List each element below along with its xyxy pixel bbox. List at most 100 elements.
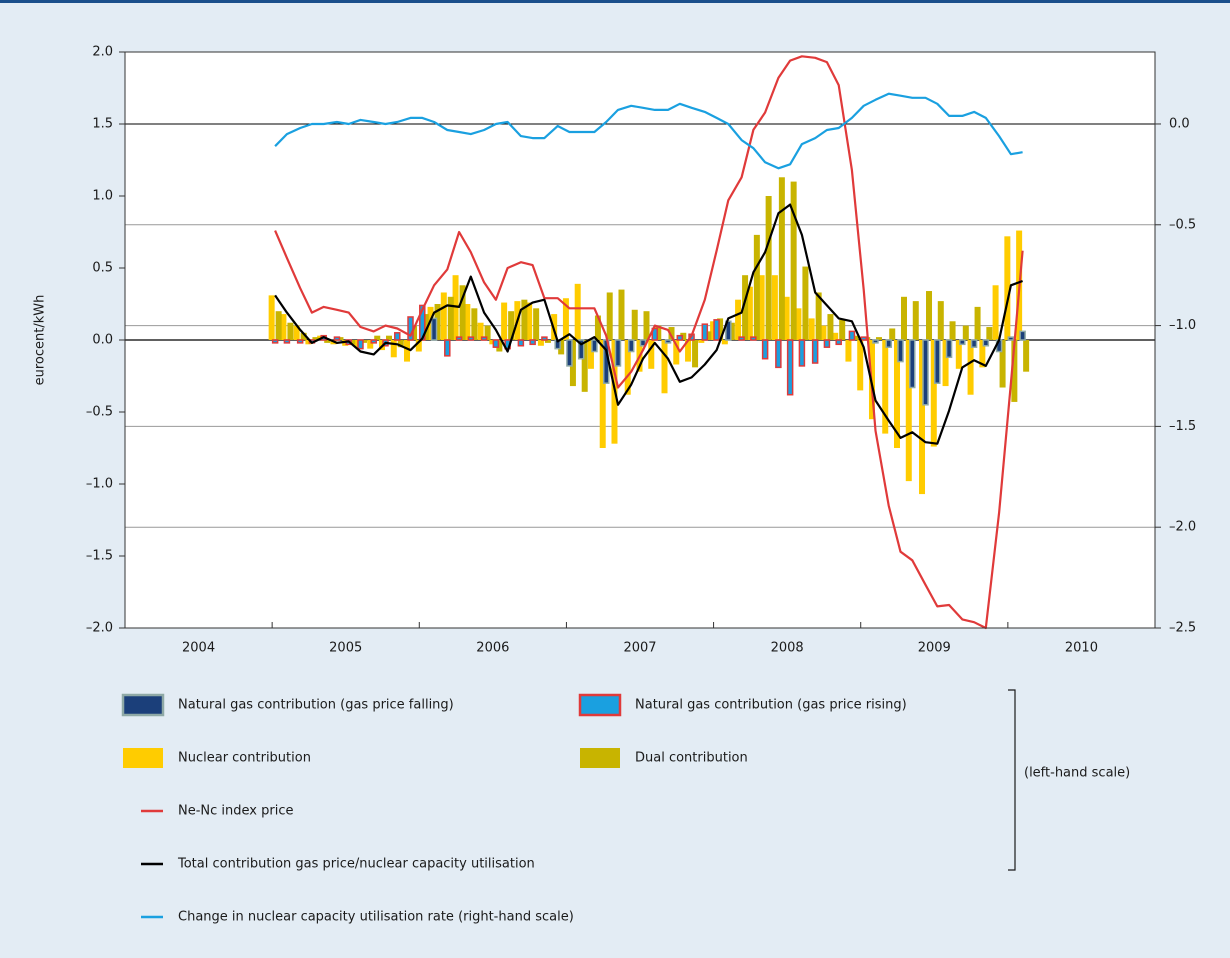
bar	[353, 340, 360, 348]
legend: Natural gas contribution (gas price fall…	[121, 693, 907, 925]
bar	[753, 234, 760, 340]
bar	[606, 292, 613, 340]
bar	[758, 275, 765, 340]
bar	[280, 314, 287, 340]
bar	[839, 319, 846, 340]
bar	[999, 340, 1006, 388]
y-tick-label: –2.0	[86, 621, 113, 636]
bar	[901, 296, 907, 340]
bar	[651, 327, 659, 341]
bar	[357, 339, 364, 350]
bar	[798, 339, 806, 367]
bar	[835, 339, 842, 346]
bar	[544, 340, 551, 343]
bar	[955, 340, 962, 369]
x-tick-label: 2004	[182, 641, 215, 656]
line	[274, 55, 1024, 630]
bar	[594, 315, 601, 340]
line	[274, 92, 1023, 170]
bar	[283, 339, 291, 344]
top-rule	[0, 0, 1230, 3]
bar	[875, 337, 882, 340]
legend-label: Dual contribution	[635, 751, 748, 766]
bar	[845, 340, 852, 362]
bar	[452, 275, 459, 340]
bar	[815, 292, 822, 340]
bar	[517, 339, 525, 347]
bar	[673, 340, 680, 365]
bar	[558, 340, 565, 355]
axes: –2.5 –2.0 –1.5 –1.0 –0.5 0.0 –2.0 –1.5 –1.0 –0.5 0…	[86, 45, 1196, 656]
bar	[655, 325, 662, 340]
bar	[333, 336, 341, 341]
bar	[508, 311, 515, 340]
bar	[1007, 336, 1015, 341]
bar	[271, 339, 279, 344]
bar	[624, 340, 631, 395]
bar	[480, 336, 488, 341]
bar	[455, 336, 463, 341]
bar	[783, 296, 790, 340]
bar	[986, 327, 993, 340]
bar	[790, 181, 797, 340]
legend-label: Change in nuclear capacity utilisation r…	[178, 910, 574, 925]
bar	[882, 340, 889, 434]
bar	[761, 339, 769, 360]
bar	[562, 298, 569, 340]
marks	[268, 55, 1030, 630]
bar	[713, 319, 720, 341]
bar	[897, 339, 904, 363]
bar	[919, 340, 926, 495]
legend-label: Natural gas contribution (gas price fall…	[178, 698, 454, 713]
y-tick-label: 0.5	[92, 261, 113, 276]
legend-label: Ne-Nc index price	[178, 804, 293, 819]
bar	[569, 340, 576, 387]
legend-swatch	[578, 693, 622, 717]
bar	[661, 340, 668, 394]
bar	[643, 311, 650, 340]
bar	[566, 339, 573, 367]
bar	[394, 332, 401, 341]
bar	[631, 309, 638, 340]
bar	[374, 335, 381, 340]
line	[274, 203, 1023, 445]
bar	[717, 318, 724, 340]
y2-tick-label: –1.5	[1169, 419, 1196, 434]
y-tick-label: 2.0	[92, 45, 113, 60]
bar	[521, 299, 528, 340]
bar	[765, 196, 772, 340]
y2-tick-label: –2.5	[1169, 621, 1196, 636]
bar	[823, 339, 831, 348]
annotation: (left-hand scale)	[1024, 766, 1130, 781]
x-tick-label: 2009	[918, 641, 951, 656]
bar	[444, 339, 451, 357]
y-axis-label: eurocent/kWh	[33, 295, 48, 386]
bar	[889, 328, 896, 340]
bar	[942, 340, 949, 387]
bar	[992, 285, 999, 340]
bar	[820, 325, 827, 340]
bar	[934, 339, 941, 384]
bar	[872, 339, 879, 344]
bar	[411, 325, 418, 340]
bar	[577, 339, 585, 360]
y-tick-label: 0.0	[92, 333, 113, 348]
bar	[529, 339, 536, 346]
bar	[1011, 340, 1018, 402]
bar	[440, 292, 447, 340]
bar	[945, 339, 953, 359]
bar	[808, 318, 815, 340]
bar	[668, 327, 675, 340]
bar	[967, 340, 974, 395]
bar	[742, 275, 749, 340]
bar	[778, 177, 785, 340]
bar	[909, 339, 916, 389]
bar	[526, 302, 533, 340]
bar	[786, 339, 794, 396]
bar	[489, 340, 496, 345]
bar	[692, 340, 699, 368]
bar	[848, 330, 856, 341]
x-tick-label: 2008	[771, 641, 804, 656]
